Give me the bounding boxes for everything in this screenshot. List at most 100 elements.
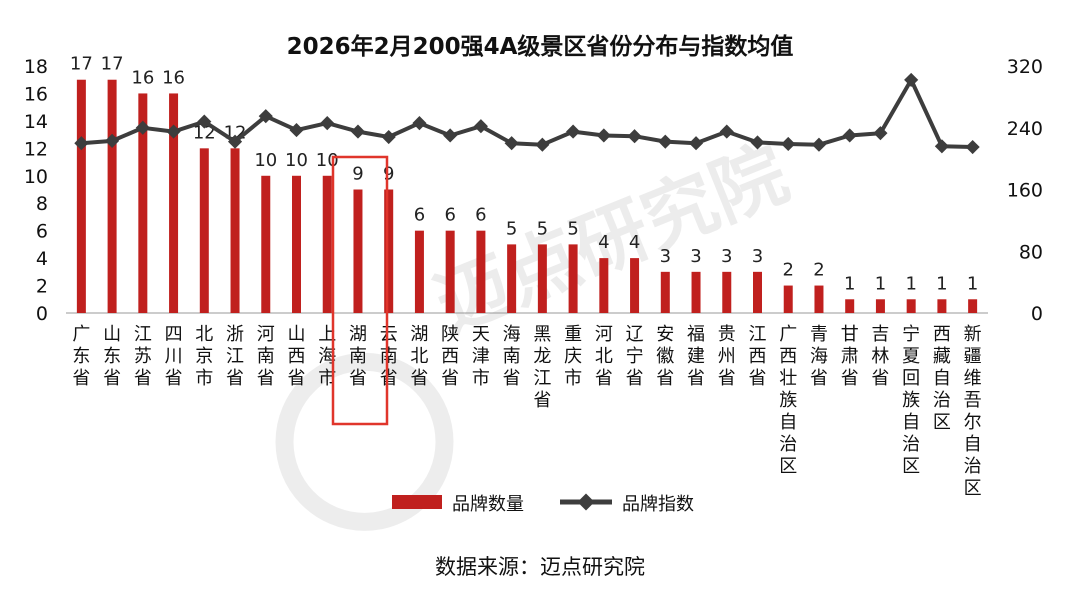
- category-labels: 广东省山东省江苏省四川省北京市浙江省河南省山西省上海市湖南省云南省湖北省陕西省天…: [72, 324, 981, 499]
- left-axis-tick-label: 0: [36, 303, 48, 325]
- bar: [875, 299, 885, 313]
- index-point: [74, 136, 89, 151]
- index-point: [135, 120, 150, 135]
- index-point: [596, 128, 611, 143]
- category-label: 江西省: [749, 324, 767, 389]
- bar-data-label: 5: [567, 218, 578, 239]
- bar-data-label: 10: [254, 150, 277, 171]
- category-label: 海南省: [503, 324, 521, 389]
- bar: [937, 299, 947, 313]
- bar-data-label: 6: [444, 205, 455, 226]
- bar: [138, 93, 148, 313]
- bar-data-label: 9: [383, 164, 394, 185]
- bar-data-label: 6: [475, 205, 486, 226]
- bar-data-label: 17: [70, 54, 93, 75]
- chart-title: 2026年2月200强4A级景区省份分布与指数均值: [287, 33, 794, 60]
- bar: [722, 271, 732, 313]
- legend-line-marker: [577, 493, 595, 511]
- index-point: [320, 116, 335, 131]
- index-point: [688, 136, 704, 151]
- index-point: [289, 122, 304, 138]
- bar: [169, 93, 179, 313]
- bar: [292, 175, 301, 313]
- category-label: 广东省: [72, 324, 90, 389]
- bar-data-label: 10: [285, 150, 308, 171]
- category-label: 福建省: [687, 324, 705, 389]
- left-axis-tick-label: 18: [24, 56, 48, 78]
- legend-line-label: 品牌指数: [622, 494, 694, 515]
- bar-data-label: 2: [783, 260, 794, 281]
- bar: [507, 244, 517, 313]
- bar: [691, 271, 701, 313]
- bar: [845, 299, 855, 313]
- bar-data-label: 2: [813, 260, 824, 281]
- category-label: 浙江省: [226, 324, 244, 389]
- index-point: [350, 124, 366, 139]
- category-label: 湖南省: [349, 324, 367, 389]
- left-axis-tick-label: 6: [36, 221, 48, 243]
- category-label: 贵州省: [718, 324, 736, 389]
- bar: [353, 189, 363, 313]
- left-axis-tick-label: 10: [24, 166, 48, 188]
- index-point: [227, 134, 243, 149]
- category-label: 江苏省: [134, 324, 152, 389]
- bar: [199, 148, 209, 313]
- index-point: [965, 139, 980, 155]
- right-axis-tick-label: 80: [1019, 241, 1043, 263]
- index-point: [750, 135, 765, 150]
- index-point: [873, 126, 888, 141]
- left-axis-tick-label: 16: [24, 83, 48, 105]
- category-label: 宁夏回族自治区: [902, 324, 920, 477]
- right-axis-tick-label: 240: [1007, 118, 1043, 140]
- left-axis-tick-label: 2: [36, 276, 48, 298]
- category-label: 黑龙江省: [533, 324, 551, 411]
- highlight-box: [331, 155, 389, 426]
- bar: [384, 189, 394, 313]
- bar: [414, 230, 424, 313]
- bar-data-label: 9: [352, 164, 363, 185]
- bar: [76, 79, 86, 313]
- category-label: 新疆维吾尔自治区: [964, 324, 982, 499]
- bar-data-label: 5: [506, 218, 517, 239]
- category-label: 吉林省: [871, 324, 889, 389]
- category-label: 河北省: [595, 324, 613, 389]
- bar-data-label: 3: [752, 246, 763, 267]
- bar-data-label: 1: [875, 273, 886, 294]
- bar-data-label: 1: [936, 273, 947, 294]
- bar-data-label: 10: [316, 150, 339, 171]
- left-axis-tick-label: 12: [24, 138, 48, 160]
- legend-bar-label: 品牌数量: [452, 494, 524, 515]
- category-label: 重庆市: [564, 324, 582, 389]
- index-point: [566, 124, 581, 139]
- category-label: 四川省: [165, 324, 183, 389]
- index-point: [719, 124, 734, 139]
- category-label: 广西壮族自治区: [779, 324, 797, 477]
- index-point: [904, 72, 919, 87]
- index-point: [258, 109, 273, 124]
- bar-series: [76, 79, 978, 313]
- bar-data-label: 3: [660, 246, 671, 267]
- bar: [968, 299, 978, 313]
- index-point: [934, 139, 949, 154]
- bar: [537, 244, 547, 313]
- category-label: 北京市: [195, 324, 213, 389]
- bar-data-label: 3: [690, 246, 701, 267]
- bar: [660, 271, 670, 313]
- category-label: 陕西省: [441, 324, 459, 389]
- left-axis-tick-label: 4: [36, 248, 48, 270]
- category-label: 辽宁省: [626, 324, 644, 389]
- right-axis-tick-label: 320: [1007, 56, 1043, 78]
- bar-data-label: 17: [101, 54, 124, 75]
- left-axis-tick-label: 8: [36, 193, 48, 215]
- bar-data-label: 4: [598, 232, 609, 253]
- right-axis-tick-label: 0: [1031, 303, 1043, 325]
- index-point: [473, 119, 488, 134]
- category-label: 西藏自治区: [933, 324, 951, 433]
- index-point: [105, 133, 120, 148]
- bar-data-label: 1: [844, 273, 855, 294]
- category-label: 湖北省: [410, 324, 428, 389]
- bar: [814, 285, 824, 313]
- index-point: [781, 136, 796, 152]
- bar: [630, 258, 640, 313]
